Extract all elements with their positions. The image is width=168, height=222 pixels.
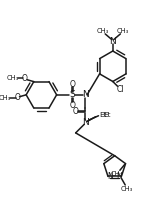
Text: O: O [22,74,28,83]
Text: CH₃: CH₃ [7,75,19,81]
Text: N: N [82,118,89,127]
Text: CH₃: CH₃ [96,28,109,34]
Text: N: N [109,37,116,46]
Text: CH₃: CH₃ [111,171,123,177]
Text: N: N [117,172,122,181]
Text: CH₃: CH₃ [121,186,133,192]
Text: O: O [14,93,20,102]
Text: O: O [69,80,75,89]
Text: Et: Et [103,112,111,118]
Text: S: S [69,90,75,99]
Text: Cl: Cl [117,85,124,94]
Text: N: N [107,172,113,181]
Text: Et: Et [99,112,107,118]
Text: O: O [69,101,75,110]
Text: CH₃: CH₃ [117,28,130,34]
Text: N: N [82,90,89,99]
Text: CH₃: CH₃ [0,95,11,101]
Text: O: O [72,107,78,116]
